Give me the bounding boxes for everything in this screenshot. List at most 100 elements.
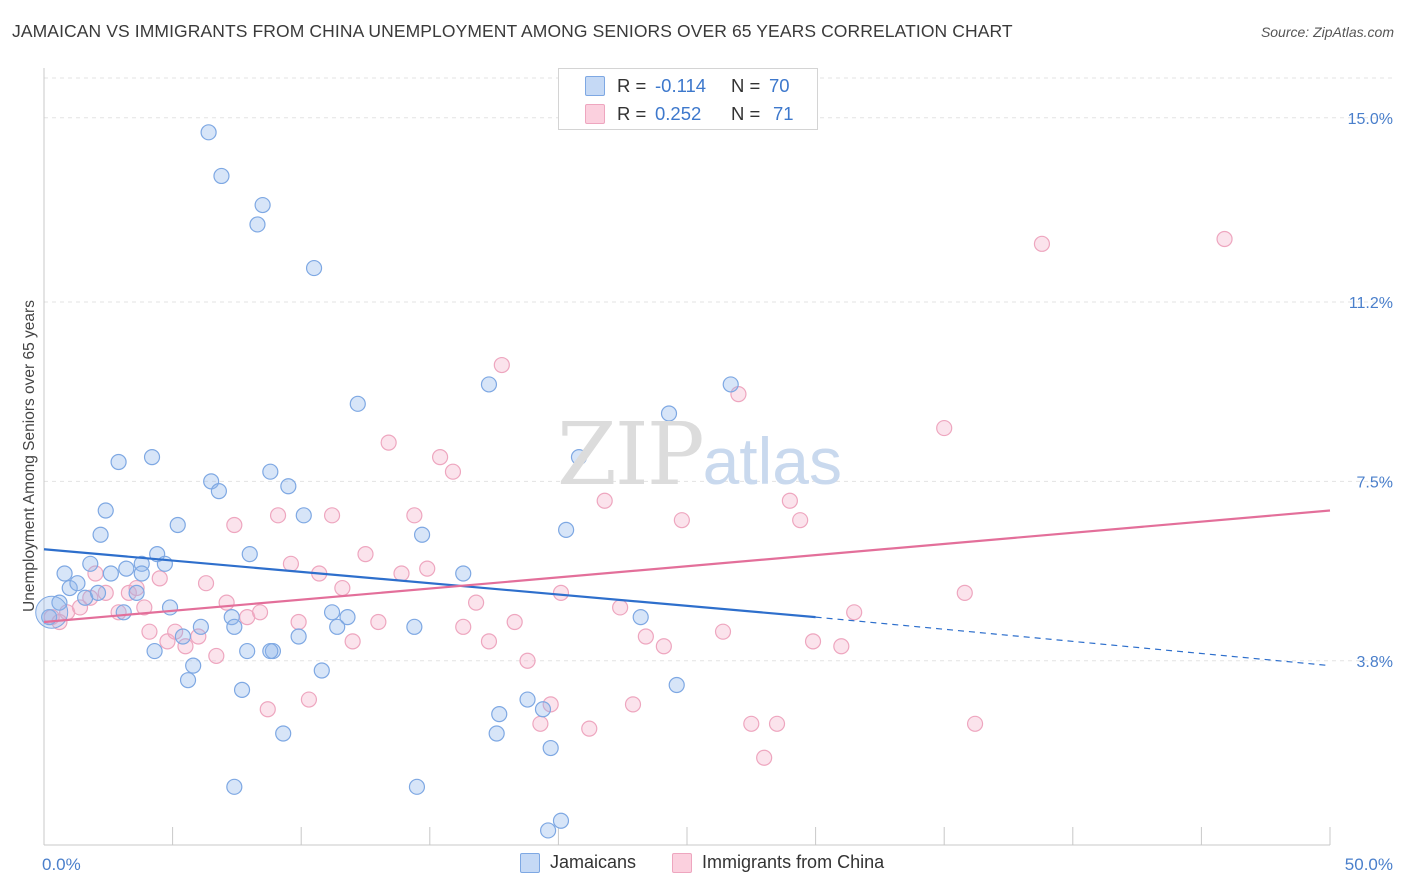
jamaican-point [275,725,292,742]
jamaican-point [305,259,323,277]
china-trend-line [43,509,1331,624]
jamaican-point [133,565,150,582]
jamaican-point [455,565,472,582]
jamaican-point [51,594,68,611]
jamaican-point [213,167,230,185]
r-value: 0.252 [655,103,702,124]
legend-item-jamaicans: Jamaicans [520,852,636,873]
jamaican-point [349,395,366,412]
trend-lines [43,509,1331,667]
legend-item-china: Immigrants from China [672,852,884,873]
jamaican-point [174,628,191,645]
jamaican-point [249,216,266,233]
jamaican-point [280,478,297,495]
china-point [282,555,300,572]
jamaican-points [35,124,739,839]
r-label: R = [617,103,647,124]
axes [43,68,1331,846]
jamaican-point [161,599,179,616]
china-point [596,492,613,509]
n-label: N = [731,103,761,124]
y-tick-label: 7.5% [1357,474,1393,491]
china-point [846,604,863,621]
china-point [956,584,973,601]
r-label: R = [617,75,647,96]
jamaican-point [110,453,127,471]
china-point [493,356,510,374]
china-point [208,647,225,665]
china-point [370,613,387,631]
jamaican-point [722,376,739,393]
china-point [141,623,158,640]
china-point [431,449,449,466]
china-point [756,749,773,766]
china-point [380,434,397,451]
jamaican-point [169,516,186,534]
china-point [128,579,145,597]
jamaican-point [233,681,251,698]
china-point [624,696,642,713]
china-point [966,715,984,732]
china-point [480,633,498,650]
china-point [167,623,184,640]
jamaican-point [329,618,346,635]
jamaicans-legend-swatch [520,852,540,873]
china-point [612,599,629,616]
china-legend-label: Immigrants from China [702,852,885,872]
jamaican-point [254,196,271,214]
china-point [637,628,654,645]
jamaican-point [226,618,243,635]
jamaican-point [406,618,423,635]
jamaican-point [128,584,145,601]
china-point [393,565,410,582]
china-point [177,638,194,655]
china-point [269,507,287,524]
china-point [792,512,809,529]
jamaican-point [241,546,258,563]
jamaican-point [146,642,163,660]
china-point [1216,230,1233,248]
jamaican-point [210,482,227,500]
jamaicans-trend-extension [815,616,1331,667]
china-point [743,715,760,732]
china-point [506,613,523,631]
china-point [532,715,549,732]
china-point [151,570,168,587]
jamaican-point [143,449,161,466]
china-point [334,579,351,597]
jamaican-point [185,657,202,674]
china-point [259,701,276,718]
n-value: 70 [769,75,790,96]
jamaican-point [89,584,107,601]
china-point [419,560,436,577]
jamaicans-swatch [585,76,605,96]
china-point [300,691,318,708]
jamaican-point [558,521,575,538]
y-tick-label: 15.0% [1348,111,1393,128]
jamaican-point [290,628,307,645]
china-point [71,599,89,616]
jamaican-point [660,405,678,422]
jamaican-point-cluster [35,595,69,629]
jamaican-point [82,555,99,572]
china-point [768,715,786,732]
jamaican-point [97,502,114,519]
y-tick-label: 3.8% [1357,654,1393,671]
jamaican-point [56,565,73,582]
source-label: Source: ZipAtlas.com [1260,24,1394,40]
jamaican-point [239,642,256,660]
jamaican-point [488,725,505,742]
jamaican-point [540,822,557,839]
r-value: -0.114 [655,75,707,96]
china-point [519,652,536,669]
jamaican-point [92,526,109,543]
jamaican-point [69,575,86,592]
china-point [344,633,361,650]
jamaican-point [534,701,552,718]
jamaican-point [200,124,217,141]
china-legend-swatch [672,852,693,873]
x-tick-label: 50.0% [1345,855,1393,874]
jamaican-point [192,618,209,635]
jamaican-point [491,706,508,723]
china-point [406,507,423,524]
